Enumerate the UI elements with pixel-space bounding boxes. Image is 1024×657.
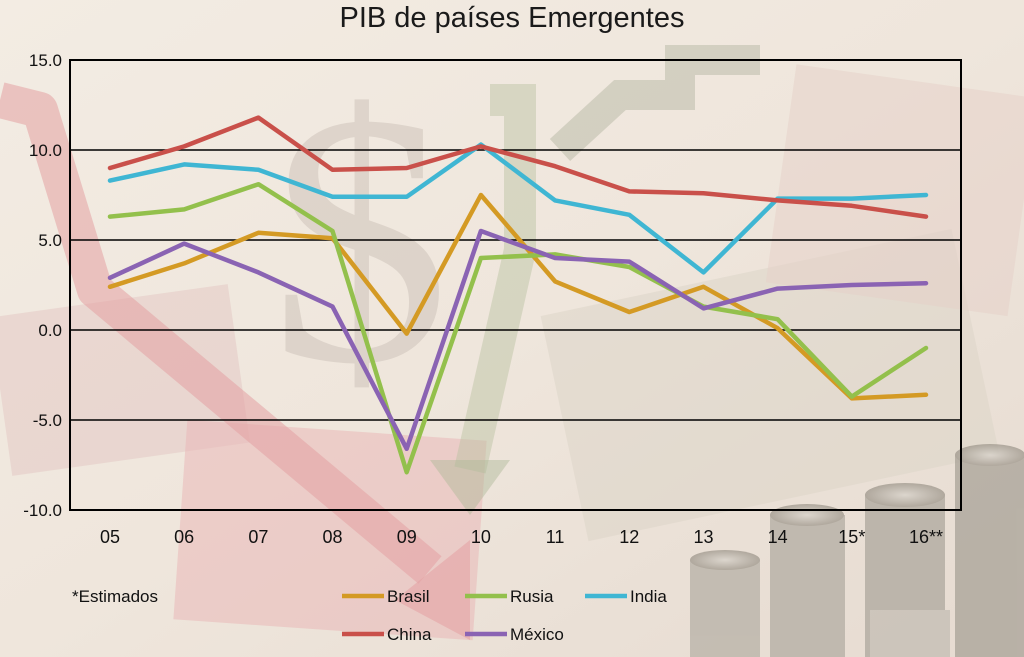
x-tick-label: 12	[619, 527, 639, 547]
x-tick-label: 10	[471, 527, 491, 547]
dollar-sign-icon: $	[270, 39, 450, 438]
x-axis-ticks: 05 06 07 08 09 10 11 12 13 14 15* 16**	[100, 527, 943, 547]
banknote-image	[173, 419, 487, 641]
x-tick-label: 07	[248, 527, 268, 547]
x-tick-label: 05	[100, 527, 120, 547]
legend-label: China	[387, 625, 432, 644]
banknote-image	[0, 284, 250, 476]
legend-label: Rusia	[510, 587, 554, 606]
y-tick-label: 5.0	[38, 231, 62, 250]
series-line-rusia	[107, 181, 929, 475]
y-tick-label: -10.0	[23, 501, 62, 520]
y-tick-label: -5.0	[33, 411, 62, 430]
y-axis-ticks: 15.0 10.0 5.0 0.0 -5.0 -10.0	[23, 51, 62, 520]
x-tick-label: 13	[693, 527, 713, 547]
series-line-india	[107, 142, 929, 275]
series-line-brasil	[107, 192, 929, 401]
legend-label: Brasil	[387, 587, 430, 606]
coin-stacks-image	[690, 444, 1024, 657]
legend-label: México	[510, 625, 564, 644]
series-line-méxico	[107, 228, 929, 452]
y-tick-label: 0.0	[38, 321, 62, 340]
banknote-image	[540, 228, 1000, 542]
x-tick-label: 14	[768, 527, 788, 547]
banknote-image	[765, 64, 1024, 317]
series-line-china	[107, 115, 929, 219]
x-tick-label: 09	[397, 527, 417, 547]
grid-lines	[70, 149, 961, 421]
plot-area	[69, 59, 962, 511]
y-tick-label: 15.0	[29, 51, 62, 70]
legend-label: India	[630, 587, 667, 606]
red-arrow-icon	[0, 82, 442, 584]
x-tick-label: 06	[174, 527, 194, 547]
series-lines	[107, 115, 929, 475]
x-tick-label: 08	[323, 527, 343, 547]
y-tick-label: 10.0	[29, 141, 62, 160]
x-tick-label: 15*	[838, 527, 865, 547]
estimate-note: *Estimados	[72, 587, 158, 606]
chart-title: PIB de países Emergentes	[339, 2, 685, 34]
x-tick-label: 16**	[909, 527, 943, 547]
legend: Brasil Rusia India China México	[342, 587, 667, 644]
x-tick-label: 11	[546, 527, 565, 547]
